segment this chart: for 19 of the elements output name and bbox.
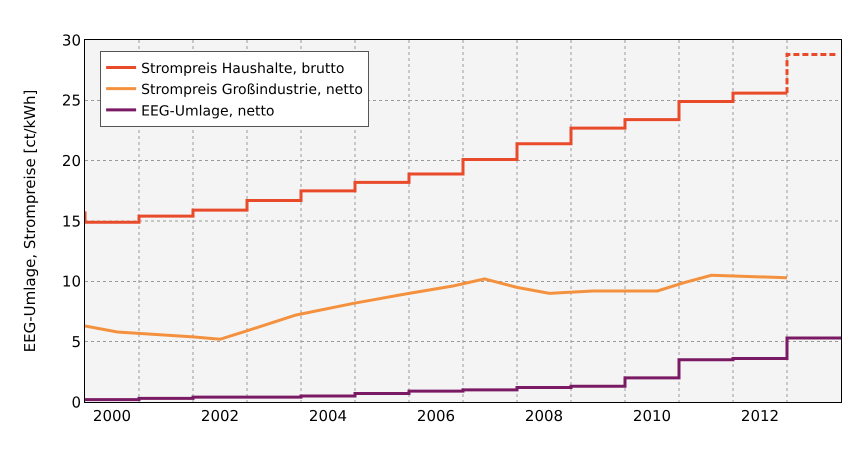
legend-label: Strompreis Haushalte, brutto <box>141 60 344 77</box>
x-tick-label: 2006 <box>416 407 456 425</box>
y-tick-label: 15 <box>62 212 81 230</box>
x-tick-label: 2008 <box>524 407 564 425</box>
x-tick-label: 2000 <box>92 407 132 425</box>
x-tick-label: 2012 <box>740 407 780 425</box>
x-tick-label: 2002 <box>200 407 240 425</box>
y-tick-label: 0 <box>71 393 81 412</box>
y-tick-label: 25 <box>62 92 81 110</box>
x-tick-label: 2004 <box>308 407 348 425</box>
y-tick-label: 20 <box>62 152 81 170</box>
legend-label: EEG-Umlage, netto <box>141 103 275 120</box>
line-series <box>85 274 788 341</box>
y-axis-title: EEG-Umlage, Strompreise [ct/kWh] <box>21 90 40 352</box>
y-tick-label: 5 <box>71 332 81 351</box>
y-tick-label: 10 <box>62 272 81 291</box>
y-tick-label: 30 <box>62 31 81 50</box>
legend-label: Strompreis Großindustrie, netto <box>141 82 363 98</box>
x-tick-label: 2010 <box>632 407 672 425</box>
